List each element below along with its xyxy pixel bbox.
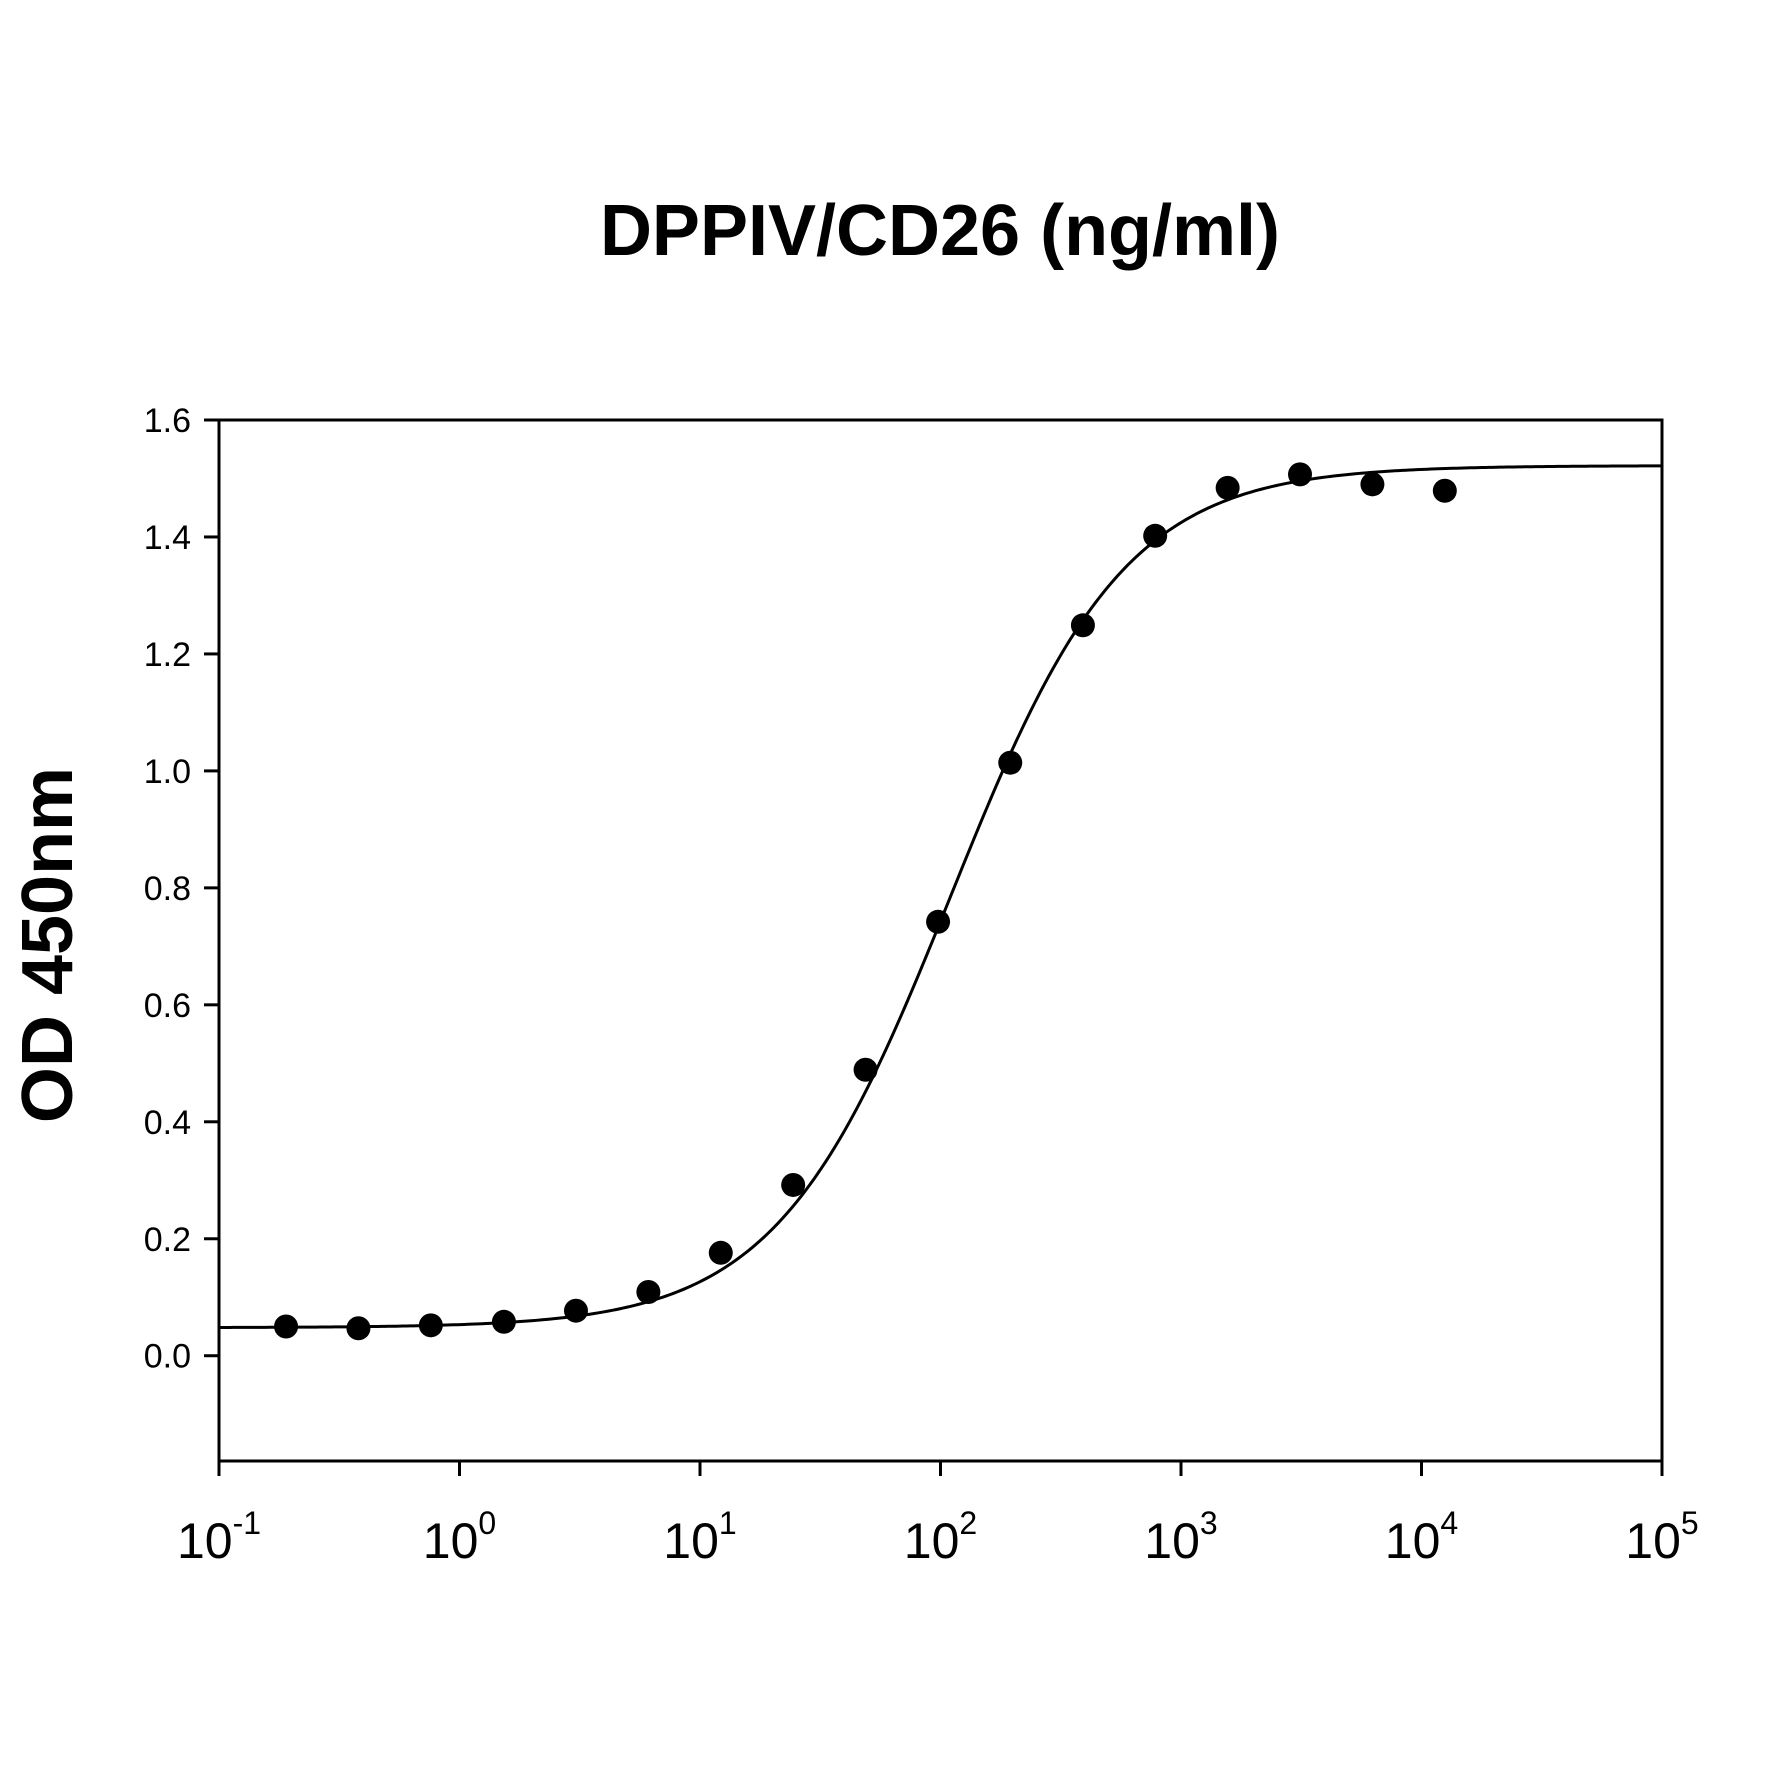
data-point	[563, 1298, 588, 1323]
plot-frame	[217, 418, 1664, 1463]
x-tick-exponent: 0	[478, 1505, 496, 1541]
x-tick-base: 10	[1144, 1513, 1200, 1569]
data-point	[1360, 472, 1385, 497]
x-tick-base: 10	[904, 1513, 960, 1569]
x-axis-ticks: 10-1 100 101 102 103 104 105	[177, 1461, 1699, 1569]
x-tick-label: 105	[1625, 1505, 1698, 1569]
data-point	[1432, 478, 1457, 503]
data-point	[491, 1309, 516, 1334]
x-tick-base: 10	[663, 1513, 719, 1569]
x-tick-base: 10	[1385, 1513, 1441, 1569]
x-tick-base: 10	[177, 1513, 233, 1569]
x-tick-exponent: 3	[1200, 1505, 1218, 1541]
data-point	[926, 909, 951, 934]
y-tick-label: 0.8	[144, 870, 191, 908]
data-point	[781, 1172, 806, 1197]
x-tick-exponent: 5	[1681, 1505, 1699, 1541]
y-tick-label: 0.2	[144, 1221, 191, 1259]
x-tick-label: 104	[1385, 1505, 1458, 1569]
data-point	[274, 1314, 299, 1339]
data-point	[708, 1240, 733, 1265]
chart-title: DPPIV/CD26 (ng/ml)	[600, 191, 1280, 271]
y-axis-ticks: 0.0 0.2 0.4 0.6 0.8 1.0 1.2 1.4 1.6	[144, 402, 219, 1376]
data-point	[636, 1279, 661, 1304]
x-tick-label: 10-1	[177, 1505, 261, 1569]
x-tick-label: 101	[663, 1505, 736, 1569]
x-tick-base: 10	[423, 1513, 479, 1569]
data-point	[998, 750, 1023, 775]
y-tick-label: 1.6	[144, 402, 191, 440]
y-tick-label: 0.4	[144, 1104, 191, 1142]
data-point	[1215, 475, 1240, 500]
data-points	[274, 462, 1457, 1341]
x-tick-label: 100	[423, 1505, 496, 1569]
x-tick-exponent: -1	[233, 1505, 261, 1541]
x-tick-exponent: 4	[1440, 1505, 1458, 1541]
data-point	[853, 1057, 878, 1082]
x-tick-label: 102	[904, 1505, 977, 1569]
y-tick-label: 0.0	[144, 1338, 191, 1376]
data-point	[1070, 613, 1095, 638]
data-point	[1288, 462, 1313, 487]
y-tick-label: 1.2	[144, 636, 191, 674]
data-point	[346, 1316, 371, 1341]
y-tick-label: 1.0	[144, 753, 191, 791]
x-tick-label: 103	[1144, 1505, 1217, 1569]
fit-curve-layer	[218, 464, 1663, 1329]
x-tick-base: 10	[1625, 1513, 1681, 1569]
fit-curve	[218, 464, 1663, 1329]
y-tick-label: 1.4	[144, 519, 191, 557]
data-point	[418, 1313, 443, 1338]
y-tick-label: 0.6	[144, 987, 191, 1025]
x-tick-exponent: 1	[719, 1505, 737, 1541]
y-axis-label: OD 450nm	[8, 767, 88, 1123]
x-tick-exponent: 2	[959, 1505, 977, 1541]
data-point	[1143, 523, 1168, 548]
